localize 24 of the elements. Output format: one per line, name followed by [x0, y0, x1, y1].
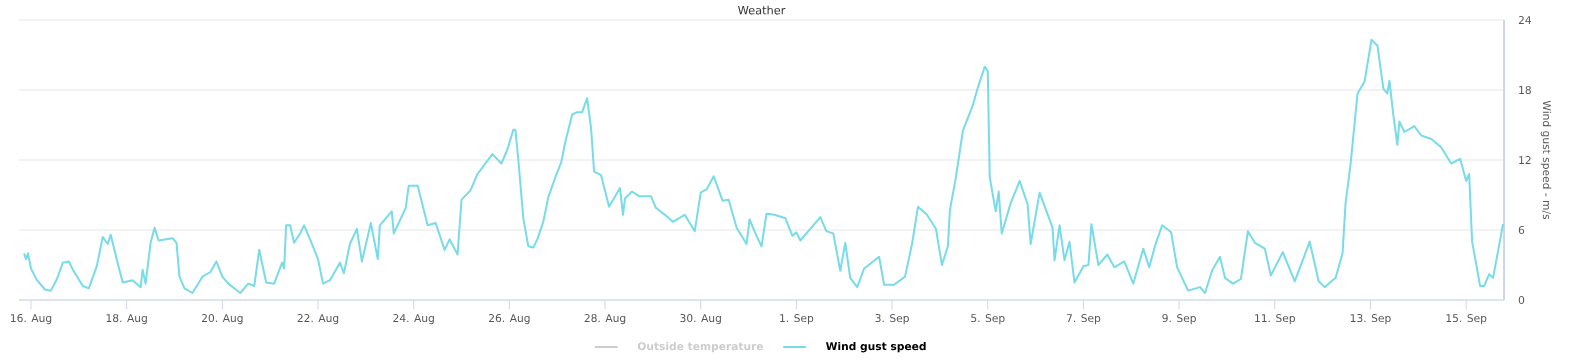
x-tick-label: 24. Aug: [393, 314, 434, 325]
x-tick-label: 15. Sep: [1446, 314, 1487, 325]
y-tick-label: 12: [1519, 156, 1531, 164]
x-tick-label: 11. Sep: [1255, 314, 1295, 325]
x-tick-label: 28. Aug: [584, 314, 626, 325]
x-tick-label: 30. Aug: [680, 314, 721, 325]
x-tick-label: 9. Sep: [1162, 314, 1196, 325]
y-tick-label: 24: [1518, 16, 1532, 24]
legend-label: Wind gust speed: [826, 341, 926, 353]
y-axis-title: Wind gust speed - m/s: [1540, 100, 1552, 220]
x-tick-label: 22. Aug: [297, 314, 339, 325]
x-tick-label: 18. Aug: [106, 314, 147, 325]
x-tick-label: 16. Aug: [11, 314, 52, 325]
x-tick-label: 7. Sep: [1066, 314, 1101, 325]
x-tick-label: 1. Sep: [780, 314, 814, 325]
x-tick-label: 5. Sep: [971, 314, 1005, 325]
x-tick-label: 26. Aug: [489, 314, 530, 325]
x-tick-label: 13. Sep: [1350, 314, 1391, 325]
chart-title: Weather: [738, 5, 786, 15]
x-tick-label: 20. Aug: [201, 314, 243, 325]
x-tick-label: 3. Sep: [875, 314, 909, 325]
y-tick-label: 0: [1518, 295, 1525, 305]
y-tick-label: 6: [1518, 225, 1525, 235]
y-tick-label: 18: [1519, 85, 1531, 95]
